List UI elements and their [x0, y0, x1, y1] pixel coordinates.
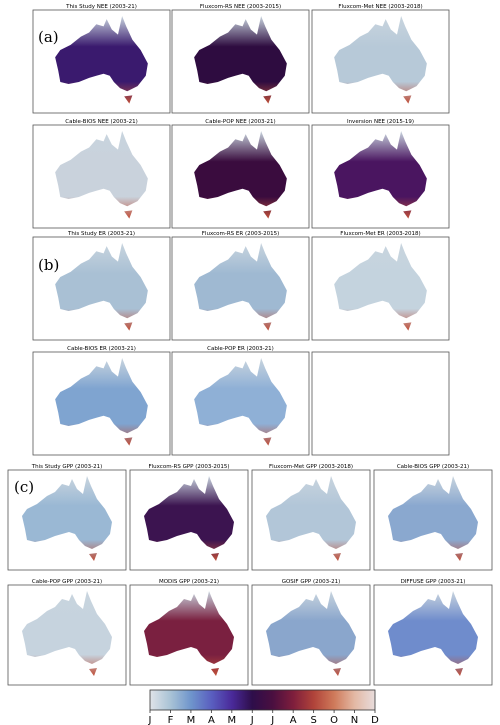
panel-title: Fluxcom-RS ER (2003-2015)	[202, 231, 279, 237]
panel-title: Cable-POP GPP (2003-21)	[32, 579, 102, 585]
map	[194, 131, 287, 219]
map	[194, 243, 287, 331]
panel-title: GOSIF GPP (2003-21)	[282, 579, 341, 585]
panel-title: This Study ER (2003-21)	[67, 231, 135, 237]
panel-title: Cable-BIOS GPP (2003-21)	[397, 464, 469, 470]
colorbar-label: A	[290, 715, 297, 725]
colorbar-label: J	[250, 715, 254, 725]
colorbar-label: M	[187, 715, 196, 725]
map	[55, 131, 148, 219]
map	[334, 16, 427, 104]
colorbar-label: A	[208, 715, 215, 725]
map	[194, 358, 287, 446]
colorbar-label: N	[351, 715, 358, 725]
panel-title: Fluxcom-Met GPP (2003-2018)	[269, 464, 353, 470]
map	[266, 591, 356, 676]
map	[266, 476, 356, 561]
map	[388, 476, 478, 561]
panel-title: Fluxcom-RS NEE (2003-2015)	[200, 4, 281, 10]
panel-title: Cable-BIOS NEE (2003-21)	[65, 119, 137, 125]
map	[334, 243, 427, 331]
panel-title: Cable-POP NEE (2003-21)	[205, 119, 275, 125]
map	[55, 243, 148, 331]
section-label: (c)	[14, 478, 34, 496]
panel-title: DIFFUSE GPP (2003-21)	[401, 579, 466, 585]
colorbar-label: D	[371, 715, 379, 725]
section-label: (a)	[38, 28, 59, 46]
section-label: (b)	[38, 256, 59, 274]
panel-title: This Study NEE (2003-21)	[65, 4, 137, 10]
map	[22, 591, 112, 676]
colorbar-label: J	[270, 715, 274, 725]
colorbar-label: O	[330, 715, 338, 725]
panel-title: Fluxcom-Met ER (2003-2018)	[340, 231, 420, 237]
panel-title: Fluxcom-Met NEE (2003-2018)	[338, 4, 422, 10]
panel-title: This Study GPP (2003-21)	[31, 464, 103, 470]
map	[194, 16, 287, 104]
colorbar-label: J	[148, 715, 152, 725]
panel-title: Cable-POP ER (2003-21)	[207, 346, 274, 352]
panel-title: Inversion NEE (2015-19)	[347, 119, 414, 125]
map	[144, 591, 234, 676]
map	[388, 591, 478, 676]
colorbar-label: F	[168, 715, 174, 725]
map	[22, 476, 112, 561]
panel-title: Cable-BIOS ER (2003-21)	[67, 346, 136, 352]
colorbar	[149, 689, 376, 711]
colorbar-label: M	[227, 715, 236, 725]
panel-title: MODIS GPP (2003-21)	[159, 579, 219, 585]
map	[55, 16, 148, 104]
colorbar-label: S	[310, 715, 316, 725]
panel-title: Fluxcom-RS GPP (2003-2015)	[148, 464, 229, 470]
map	[55, 358, 148, 446]
panel-frame	[311, 351, 450, 456]
map	[334, 131, 427, 219]
map	[144, 476, 234, 561]
